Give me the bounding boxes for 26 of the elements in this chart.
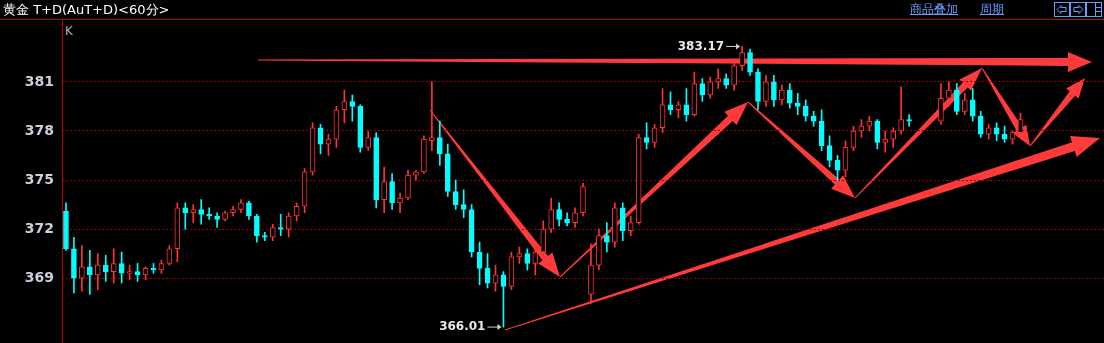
chart-title: 黄金 T+D(AuT+D)<60分> xyxy=(3,1,170,19)
y-tick-label: 381 xyxy=(24,72,54,89)
y-tick-label: 375 xyxy=(24,170,54,187)
candlestick xyxy=(898,86,904,135)
y-tick-label: 378 xyxy=(24,121,54,138)
candlestick xyxy=(190,203,197,223)
candlestick xyxy=(214,212,220,228)
candlestick xyxy=(906,113,912,126)
candlestick xyxy=(715,68,722,89)
candlestick xyxy=(429,81,435,151)
candlestick xyxy=(110,248,117,284)
annotation: K xyxy=(65,23,74,38)
candlestick xyxy=(460,189,467,218)
candlestick xyxy=(794,92,801,115)
text: 周期 xyxy=(980,1,1004,18)
text: 商品叠加 xyxy=(910,1,958,18)
candlestick xyxy=(87,249,93,295)
annotation: 366.01 xyxy=(439,318,486,333)
candlestick xyxy=(182,202,189,230)
candlestick xyxy=(882,130,889,153)
candlestick xyxy=(277,213,284,236)
candlestick xyxy=(198,198,205,225)
y-tick-label: 372 xyxy=(24,219,54,236)
y-tick-label: 369 xyxy=(24,268,54,285)
annotation: 383.17 xyxy=(677,38,725,53)
candlestick xyxy=(206,207,212,220)
